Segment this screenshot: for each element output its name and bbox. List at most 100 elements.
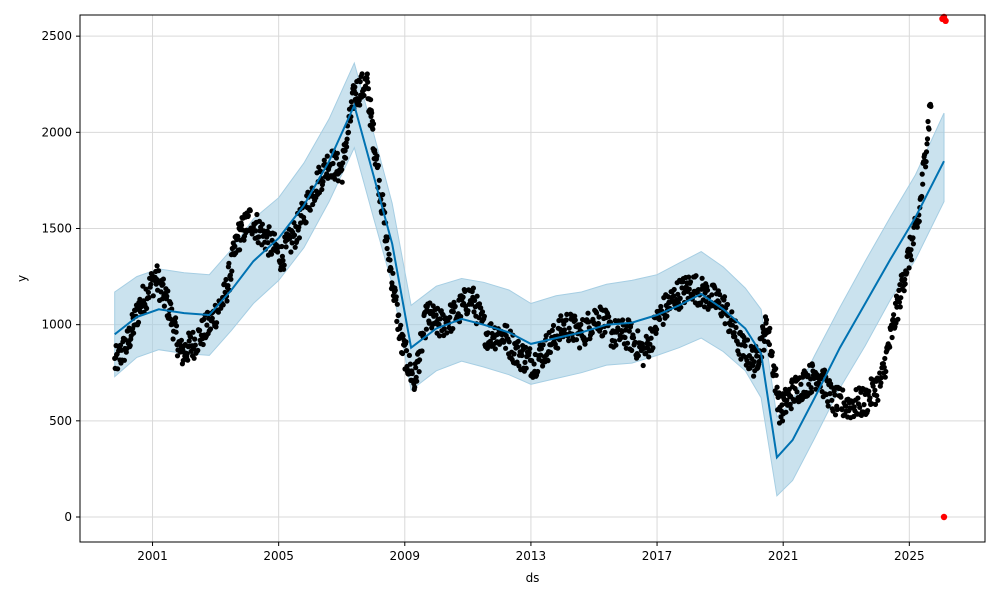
observed-point bbox=[324, 153, 330, 159]
observed-point bbox=[296, 235, 302, 241]
observed-point bbox=[908, 247, 914, 253]
observed-point bbox=[413, 365, 419, 371]
observed-point bbox=[914, 224, 920, 230]
observed-point bbox=[540, 342, 546, 348]
y-tick-label: 0 bbox=[64, 510, 72, 524]
observed-point bbox=[192, 336, 198, 342]
observed-point bbox=[281, 266, 287, 272]
observed-point bbox=[160, 276, 166, 282]
observed-point bbox=[643, 350, 649, 356]
observed-point bbox=[444, 330, 450, 336]
observed-point bbox=[855, 395, 861, 401]
observed-point bbox=[436, 333, 443, 339]
observed-point bbox=[901, 288, 907, 294]
observed-point bbox=[361, 92, 367, 99]
observed-point bbox=[414, 378, 420, 384]
observed-point bbox=[479, 309, 486, 315]
observed-point bbox=[436, 321, 442, 327]
observed-point bbox=[547, 349, 554, 355]
observed-point bbox=[204, 322, 210, 328]
observed-point bbox=[540, 363, 546, 369]
observed-point bbox=[170, 336, 176, 342]
observed-point bbox=[838, 394, 844, 400]
observed-point bbox=[359, 71, 365, 77]
highlight-point bbox=[939, 15, 946, 22]
observed-point bbox=[460, 294, 466, 300]
observed-point bbox=[265, 240, 271, 246]
observed-point bbox=[622, 334, 628, 341]
observed-point bbox=[813, 386, 819, 392]
observed-point bbox=[875, 397, 881, 403]
observed-point bbox=[283, 244, 289, 250]
observed-point bbox=[585, 310, 591, 316]
observed-point bbox=[744, 337, 751, 343]
observed-point bbox=[229, 268, 235, 274]
observed-point bbox=[370, 126, 376, 132]
observed-point bbox=[186, 338, 192, 344]
y-tick-label: 1000 bbox=[41, 318, 72, 332]
observed-point bbox=[429, 325, 435, 331]
x-tick-label: 2005 bbox=[263, 549, 294, 563]
observed-point bbox=[121, 357, 127, 363]
observed-point bbox=[185, 357, 191, 363]
observed-point bbox=[392, 287, 398, 293]
observed-point bbox=[344, 144, 350, 150]
observed-point bbox=[523, 344, 529, 350]
observed-point bbox=[485, 330, 491, 336]
observed-point bbox=[924, 136, 931, 142]
observed-point bbox=[751, 373, 757, 379]
observed-point bbox=[761, 347, 767, 353]
observed-point bbox=[374, 153, 380, 159]
observed-point bbox=[188, 334, 194, 340]
observed-point bbox=[224, 298, 230, 304]
observed-point bbox=[280, 257, 286, 264]
observed-point bbox=[343, 155, 349, 161]
observed-point bbox=[214, 320, 220, 326]
observed-point bbox=[756, 358, 762, 365]
observed-point bbox=[238, 222, 245, 228]
observed-point bbox=[526, 350, 532, 356]
observed-point bbox=[825, 399, 831, 405]
observed-point bbox=[906, 265, 912, 271]
observed-point bbox=[522, 359, 528, 365]
observed-point bbox=[353, 91, 359, 97]
observed-point bbox=[916, 218, 922, 224]
observed-point bbox=[364, 75, 370, 81]
observed-point bbox=[345, 129, 352, 135]
y-tick-label: 2000 bbox=[41, 125, 72, 139]
y-tick-label: 2500 bbox=[41, 29, 72, 43]
observed-point bbox=[535, 368, 541, 375]
observed-point bbox=[289, 240, 295, 246]
observed-point bbox=[572, 313, 578, 319]
observed-point bbox=[256, 234, 262, 240]
observed-point bbox=[161, 303, 167, 309]
observed-point bbox=[156, 268, 162, 274]
observed-point bbox=[396, 312, 402, 318]
observed-point bbox=[724, 301, 731, 308]
observed-point bbox=[339, 179, 345, 185]
observed-point bbox=[767, 325, 773, 331]
observed-point bbox=[760, 326, 766, 332]
observed-point bbox=[626, 328, 632, 334]
observed-point bbox=[241, 237, 247, 243]
observed-point bbox=[924, 141, 930, 147]
observed-point bbox=[887, 344, 893, 350]
observed-point bbox=[558, 313, 564, 319]
observed-point bbox=[907, 253, 914, 259]
observed-point bbox=[173, 329, 179, 335]
observed-point bbox=[348, 99, 354, 105]
observed-point bbox=[419, 348, 425, 354]
observed-point bbox=[192, 342, 198, 348]
y-axis-ticks: 0 500 1000 1500 2000 2500 bbox=[41, 29, 80, 524]
observed-point bbox=[538, 346, 545, 352]
observed-point bbox=[127, 342, 133, 349]
observed-point bbox=[400, 333, 406, 339]
observed-point bbox=[352, 84, 358, 90]
observed-point bbox=[675, 291, 681, 297]
observed-point bbox=[564, 311, 570, 317]
observed-point bbox=[658, 303, 664, 310]
observed-point bbox=[572, 317, 578, 323]
observed-point bbox=[732, 334, 738, 340]
observed-point bbox=[228, 276, 234, 282]
observed-point bbox=[577, 345, 583, 351]
